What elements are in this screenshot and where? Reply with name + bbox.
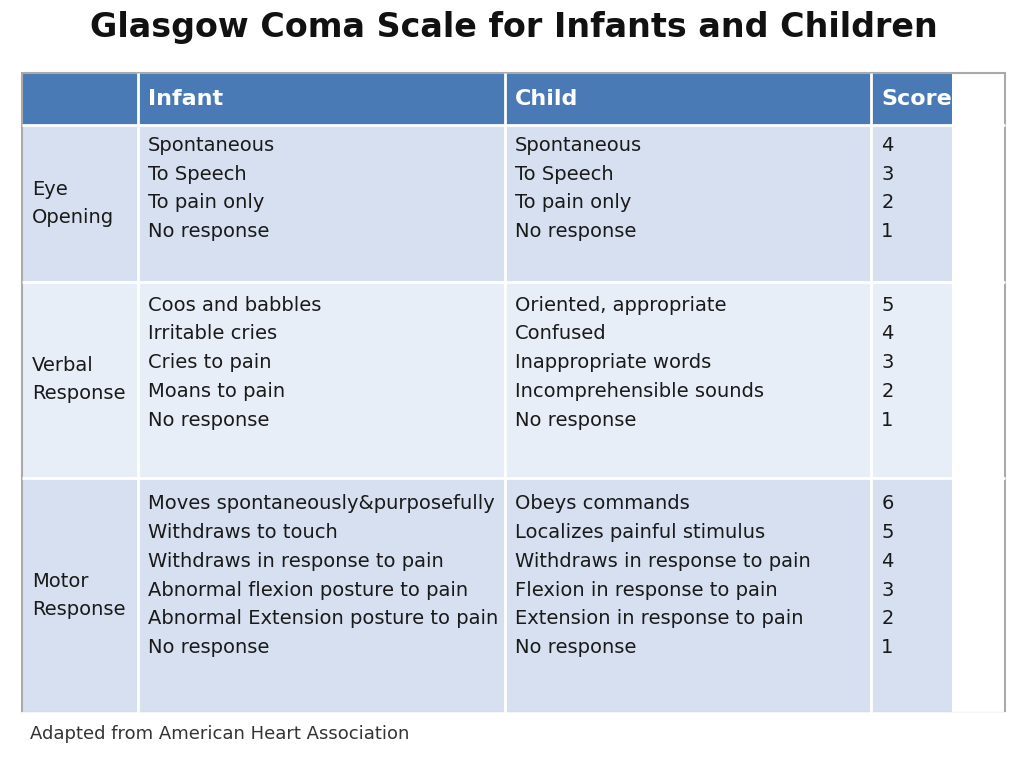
Bar <box>138 125 505 282</box>
Bar <box>138 478 505 713</box>
Bar <box>22 478 138 713</box>
Text: Eye
Opening: Eye Opening <box>32 180 114 227</box>
Text: Oriented, appropriate
Confused
Inappropriate words
Incomprehensible sounds
No re: Oriented, appropriate Confused Inappropr… <box>515 296 764 429</box>
Text: Verbal
Response: Verbal Response <box>32 356 126 403</box>
Text: Spontaneous
To Speech
To pain only
No response: Spontaneous To Speech To pain only No re… <box>515 136 642 241</box>
Bar <box>138 73 505 125</box>
Bar <box>505 125 871 282</box>
Bar <box>22 73 138 125</box>
Bar <box>871 478 952 713</box>
Text: Infant: Infant <box>148 89 223 109</box>
Bar <box>22 282 138 478</box>
Bar <box>505 478 871 713</box>
Text: Coos and babbles
Irritable cries
Cries to pain
Moans to pain
No response: Coos and babbles Irritable cries Cries t… <box>148 296 322 429</box>
Text: 6
5
4
3
2
1: 6 5 4 3 2 1 <box>882 495 894 657</box>
Text: Adapted from American Heart Association: Adapted from American Heart Association <box>30 725 410 743</box>
Text: Obeys commands
Localizes painful stimulus
Withdraws in response to pain
Flexion : Obeys commands Localizes painful stimulu… <box>515 495 810 657</box>
Text: Score: Score <box>882 89 952 109</box>
Text: 5
4
3
2
1: 5 4 3 2 1 <box>882 296 894 429</box>
Text: Spontaneous
To Speech
To pain only
No response: Spontaneous To Speech To pain only No re… <box>148 136 275 241</box>
Bar <box>22 73 1005 713</box>
Bar <box>871 282 952 478</box>
Bar <box>138 282 505 478</box>
Text: Child: Child <box>515 89 578 109</box>
Text: Motor
Response: Motor Response <box>32 572 126 619</box>
Text: Moves spontaneously&purposefully
Withdraws to touch
Withdraws in response to pai: Moves spontaneously&purposefully Withdra… <box>148 495 499 657</box>
Bar <box>22 125 138 282</box>
Bar <box>505 73 871 125</box>
Bar <box>505 282 871 478</box>
Bar <box>871 73 952 125</box>
Bar <box>871 125 952 282</box>
Text: Glasgow Coma Scale for Infants and Children: Glasgow Coma Scale for Infants and Child… <box>90 12 937 45</box>
Text: 4
3
2
1: 4 3 2 1 <box>882 136 894 241</box>
